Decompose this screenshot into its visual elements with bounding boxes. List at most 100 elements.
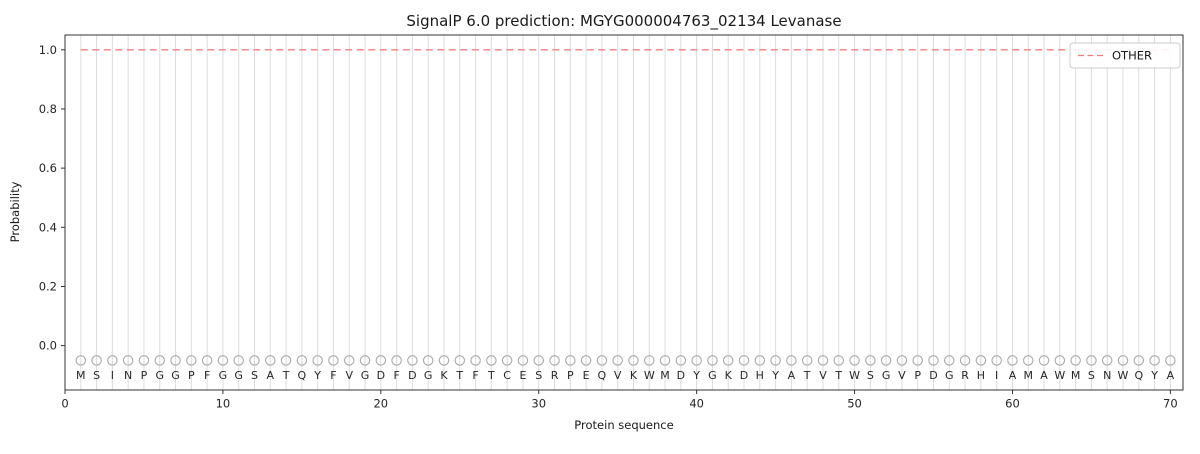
residue-letter: F (472, 369, 478, 382)
residue-letter: F (393, 369, 399, 382)
residue-marker (359, 355, 371, 366)
residue-marker (217, 355, 229, 366)
residue-letter: P (567, 369, 574, 382)
residue-letter: K (725, 369, 733, 382)
residue-marker (233, 355, 244, 366)
residue-letter: D (408, 369, 416, 382)
residue-marker (280, 355, 292, 366)
residue-marker (265, 355, 276, 366)
residue-letter: D (677, 369, 685, 382)
residue-marker (1117, 355, 1129, 366)
legend-other-label: OTHER (1112, 49, 1152, 63)
y-tick-label: 0.8 (39, 102, 57, 116)
x-tick-label: 40 (689, 397, 704, 411)
residue-letter: P (188, 369, 195, 382)
x-tick-label: 0 (61, 397, 68, 411)
residue-letter: W (849, 369, 860, 382)
residue-marker (991, 355, 1002, 366)
residue-marker (296, 355, 308, 366)
residue-marker (438, 355, 450, 366)
residue-letter: S (535, 369, 542, 382)
y-axis-label: Probability (8, 181, 22, 242)
residue-letter: G (361, 369, 370, 382)
grid-layer (80, 35, 1171, 390)
residue-marker (644, 355, 655, 366)
residue-marker (422, 355, 434, 366)
x-tick-label: 30 (531, 397, 546, 411)
residue-letter: N (1103, 369, 1111, 382)
residue-marker (738, 355, 750, 366)
residue-marker (549, 355, 560, 366)
residue-letter: H (756, 369, 764, 382)
residue-letter: W (1054, 369, 1065, 382)
residue-marker (1022, 355, 1034, 366)
residue-letter: W (1118, 369, 1129, 382)
residue-marker (454, 355, 466, 366)
residue-letter: T (487, 369, 495, 382)
residue-letter: D (740, 369, 748, 382)
residue-marker (122, 355, 134, 366)
residue-letter: K (630, 369, 638, 382)
x-tick-label: 70 (1163, 397, 1178, 411)
residue-marker (928, 355, 939, 366)
residue-letter: Y (313, 369, 321, 382)
residue-marker (975, 355, 987, 366)
residue-marker (312, 355, 323, 366)
residue-marker (486, 355, 497, 366)
residue-letter: A (1040, 369, 1048, 382)
residue-letter: G (234, 369, 243, 382)
residue-letter: H (977, 369, 985, 382)
residue-letter: G (424, 369, 433, 382)
residue-marker (1038, 355, 1050, 366)
y-tick-label: 0.6 (39, 161, 57, 175)
residue-letter: F (330, 369, 336, 382)
residue-marker (628, 355, 639, 366)
residue-marker (801, 355, 813, 366)
residue-letter: P (914, 369, 921, 382)
residue-letter: V (345, 369, 353, 382)
axis-layer: 0 10 20 30 40 50 60 70 0.0 0.2 0.4 0.6 0.8 1.0 (39, 34, 1184, 411)
residue-letter: Y (771, 369, 779, 382)
residue-letter: G (155, 369, 164, 382)
residue-letter: S (1088, 369, 1095, 382)
residue-marker (912, 355, 923, 366)
residue-marker (612, 355, 623, 366)
residue-letter: M (1023, 369, 1033, 382)
residue-marker (249, 355, 260, 366)
residue-letter: D (929, 369, 937, 382)
x-axis-label: Protein sequence (574, 418, 673, 432)
residue-marker (107, 355, 118, 366)
residue-marker (1070, 355, 1081, 366)
residue-letter: A (1009, 369, 1017, 382)
residue-letter: Q (598, 369, 607, 382)
residue-letter: K (440, 369, 448, 382)
residue-marker (786, 355, 797, 366)
y-tick-label: 0.0 (39, 339, 57, 353)
x-tick-label: 50 (847, 397, 862, 411)
residue-letter: N (124, 369, 132, 382)
residue-marker (501, 355, 513, 366)
residue-marker (675, 355, 687, 366)
residue-marker (391, 355, 402, 366)
residue-letter: T (455, 369, 463, 382)
residue-letter: M (660, 369, 670, 382)
legend-box (1069, 42, 1181, 69)
residue-letter: A (788, 369, 796, 382)
residue-letter: M (1071, 369, 1081, 382)
residue-marker (944, 355, 955, 366)
residue-letter: T (803, 369, 811, 382)
residue-marker (754, 355, 766, 366)
residue-letter: S (93, 369, 100, 382)
residue-marker (580, 355, 592, 366)
residue-marker (533, 355, 544, 366)
residue-letter: E (583, 369, 590, 382)
x-tick-label: 10 (216, 397, 231, 411)
residue-marker (1054, 355, 1066, 366)
residue-marker (343, 355, 355, 366)
residue-marker (1007, 355, 1018, 366)
residue-marker (565, 355, 576, 366)
residue-marker (186, 355, 197, 366)
residue-letter: V (614, 369, 622, 382)
